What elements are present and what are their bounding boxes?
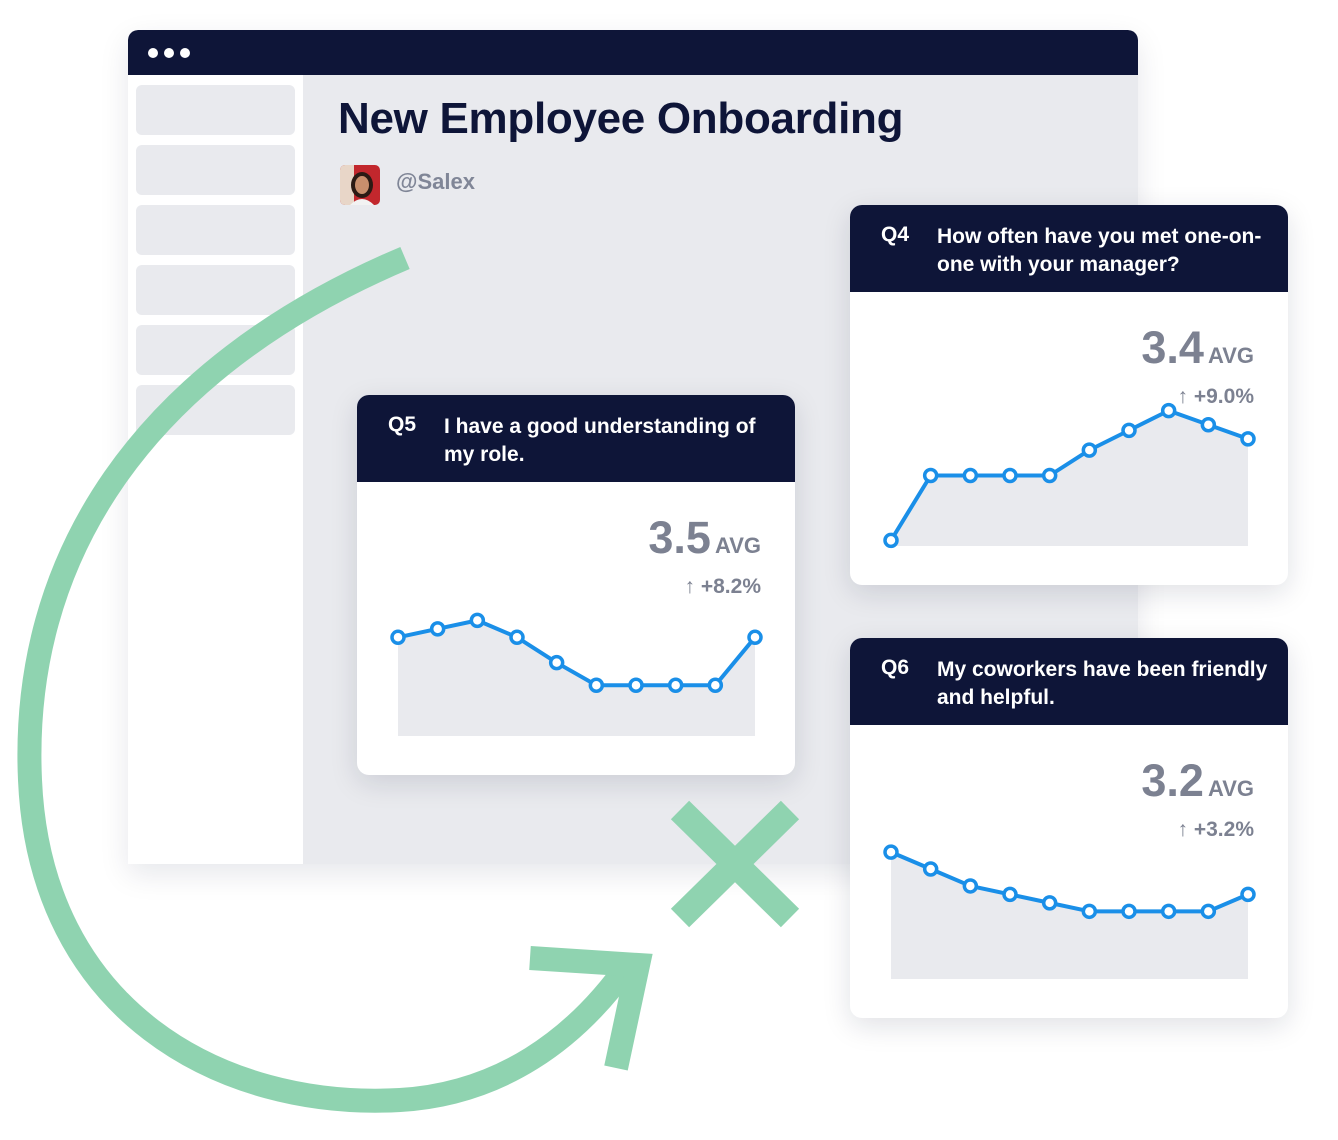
data-point[interactable] bbox=[922, 467, 939, 484]
data-point[interactable] bbox=[1121, 903, 1137, 920]
average-value: 3.4 bbox=[1141, 322, 1204, 373]
data-point[interactable] bbox=[707, 677, 724, 693]
data-point[interactable] bbox=[1121, 422, 1137, 439]
score-delta: ↑ +8.2% bbox=[684, 575, 761, 598]
chart-area bbox=[891, 852, 1248, 979]
data-point[interactable] bbox=[509, 629, 525, 646]
sidebar-item[interactable] bbox=[136, 325, 295, 375]
trend-chart bbox=[883, 402, 1256, 549]
chart-area bbox=[398, 620, 755, 736]
chart-area bbox=[891, 410, 1248, 546]
data-point[interactable] bbox=[883, 844, 899, 860]
data-point[interactable] bbox=[1200, 416, 1217, 433]
data-point[interactable] bbox=[667, 677, 684, 693]
sidebar-item[interactable] bbox=[136, 205, 295, 255]
data-point[interactable] bbox=[1160, 903, 1177, 920]
data-point[interactable] bbox=[922, 861, 939, 877]
window-titlebar bbox=[128, 30, 1138, 75]
data-point[interactable] bbox=[469, 612, 486, 629]
question-text: How often have you met one-on-one with y… bbox=[937, 225, 1262, 276]
sidebar-item[interactable] bbox=[136, 145, 295, 195]
data-point[interactable] bbox=[1002, 886, 1018, 903]
data-point[interactable] bbox=[1240, 886, 1256, 903]
card-header: Q6 My coworkers have been friendly and h… bbox=[850, 638, 1288, 725]
question-card-q6[interactable]: Q6 My coworkers have been friendly and h… bbox=[850, 638, 1288, 1018]
score-delta: ↑ +3.2% bbox=[1177, 818, 1254, 841]
card-header: Q4 How often have you met one-on-one wit… bbox=[850, 205, 1288, 292]
data-point[interactable] bbox=[628, 677, 644, 693]
average-score: 3.2 AVG bbox=[1141, 755, 1254, 807]
score-delta: ↑ +9.0% bbox=[1177, 385, 1254, 408]
data-point[interactable] bbox=[1041, 895, 1058, 911]
sidebar bbox=[128, 75, 303, 864]
data-point[interactable] bbox=[1160, 402, 1177, 419]
average-value: 3.2 bbox=[1141, 755, 1204, 806]
average-score: 3.4 AVG bbox=[1141, 322, 1254, 374]
average-label: AVG bbox=[714, 533, 761, 558]
avatar[interactable] bbox=[340, 165, 380, 205]
series-line bbox=[890, 850, 1249, 914]
data-point[interactable] bbox=[747, 629, 763, 646]
trend-chart bbox=[390, 612, 763, 736]
data-point[interactable] bbox=[588, 677, 605, 693]
data-point[interactable] bbox=[1041, 467, 1058, 484]
page-title: New Employee Onboarding bbox=[338, 94, 904, 143]
data-point[interactable] bbox=[1002, 467, 1018, 484]
average-value: 3.5 bbox=[648, 512, 711, 563]
author-handle[interactable]: @Salex bbox=[396, 169, 475, 194]
sidebar-item[interactable] bbox=[136, 85, 295, 135]
question-card-q4[interactable]: Q4 How often have you met one-on-one wit… bbox=[850, 205, 1288, 585]
sidebar-item[interactable] bbox=[136, 265, 295, 315]
data-point[interactable] bbox=[429, 621, 446, 637]
question-number: Q6 bbox=[881, 656, 910, 679]
data-point[interactable] bbox=[1081, 442, 1098, 458]
data-point[interactable] bbox=[1200, 903, 1217, 920]
trend-chart bbox=[883, 844, 1256, 979]
data-point[interactable] bbox=[548, 654, 565, 671]
question-card-q5[interactable]: Q5 I have a good understanding of my rol… bbox=[357, 395, 795, 775]
series-line bbox=[889, 408, 1249, 542]
data-point[interactable] bbox=[883, 532, 899, 549]
data-point[interactable] bbox=[962, 878, 979, 894]
average-label: AVG bbox=[1207, 776, 1254, 801]
average-score: 3.5 AVG bbox=[648, 512, 761, 564]
data-point[interactable] bbox=[390, 629, 406, 646]
sidebar-item[interactable] bbox=[136, 385, 295, 435]
question-text: My coworkers have been friendly and help… bbox=[937, 658, 1268, 709]
data-point[interactable] bbox=[962, 467, 979, 484]
data-point[interactable] bbox=[1081, 903, 1098, 920]
data-point[interactable] bbox=[1240, 431, 1256, 447]
average-label: AVG bbox=[1207, 343, 1254, 368]
question-number: Q4 bbox=[881, 223, 910, 246]
